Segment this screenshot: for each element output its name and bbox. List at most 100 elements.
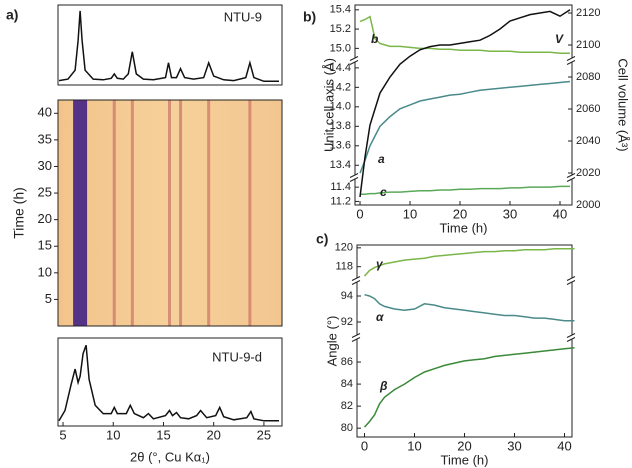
plot-frame bbox=[356, 244, 573, 438]
y-tick-label: 20 bbox=[38, 211, 52, 226]
series-label: c bbox=[380, 185, 387, 199]
series-label: V bbox=[555, 32, 564, 46]
plot-frame bbox=[57, 99, 283, 327]
y2-tick-label: 2080 bbox=[576, 71, 600, 83]
y-tick-label: 82 bbox=[341, 400, 353, 412]
axis-break-gap bbox=[568, 175, 576, 180]
heatmap-streak bbox=[130, 100, 134, 326]
y-tick-label: 15.2 bbox=[330, 23, 351, 35]
y2-tick-label: 2060 bbox=[576, 103, 600, 115]
y-tick-label: 120 bbox=[335, 242, 353, 254]
axis-break bbox=[349, 173, 359, 182]
y-tick-label: 15.0 bbox=[330, 42, 351, 54]
panel-label: a) bbox=[6, 7, 18, 23]
axis-break-gap bbox=[568, 58, 576, 63]
axis-break-gap bbox=[353, 335, 361, 340]
y-tick-label: 25 bbox=[38, 184, 52, 199]
heatmap-streak bbox=[207, 100, 211, 326]
series-line bbox=[359, 80, 571, 174]
axis-break-gap bbox=[351, 175, 359, 180]
x-axis-title: Time (h) bbox=[440, 220, 488, 235]
y-tick-label: 13.4 bbox=[330, 159, 351, 171]
pattern-line bbox=[58, 344, 279, 422]
heatmap-streak bbox=[248, 100, 252, 326]
y-tick-label: 13.6 bbox=[330, 140, 351, 152]
y-tick-label: 11.4 bbox=[330, 181, 351, 193]
series-label: a bbox=[378, 152, 385, 166]
axis-break-gap bbox=[568, 278, 576, 283]
x-tick-label: 40 bbox=[557, 438, 571, 453]
axis-break bbox=[566, 173, 576, 182]
axis-break bbox=[351, 333, 361, 342]
y-tick-label: 94 bbox=[341, 290, 353, 302]
pattern-line bbox=[58, 10, 279, 83]
plot-frame bbox=[57, 337, 283, 427]
x-tick-label: 0 bbox=[356, 206, 363, 221]
pattern-label: NTU-9 bbox=[224, 9, 262, 24]
axis-break bbox=[566, 56, 576, 65]
x-axis-title: 2θ (°, Cu Kα₁) bbox=[130, 449, 210, 464]
y-tick-label: 92 bbox=[341, 316, 353, 328]
x-tick-label: 10 bbox=[407, 438, 421, 453]
y-tick-label: 11.2 bbox=[330, 195, 351, 207]
y2-tick-label: 2000 bbox=[576, 199, 600, 211]
axis-break-gap bbox=[568, 335, 576, 340]
series-line bbox=[364, 293, 575, 322]
y-tick-label: 118 bbox=[335, 261, 353, 273]
x-tick-label: 20 bbox=[453, 206, 467, 221]
series-label: β bbox=[379, 379, 388, 393]
y-tick-label: 40 bbox=[38, 105, 52, 120]
y2-tick-label: 2120 bbox=[576, 7, 600, 19]
x-tick-label: 25 bbox=[257, 427, 271, 442]
x-tick-label: 15 bbox=[156, 427, 170, 442]
y2-tick-label: 2040 bbox=[576, 135, 600, 147]
x-tick-label: 0 bbox=[361, 438, 368, 453]
x-axis-title: Time (h) bbox=[441, 452, 489, 467]
x-tick-label: 30 bbox=[507, 438, 521, 453]
y-tick-label: 14.4 bbox=[330, 62, 351, 74]
x-tick-label: 30 bbox=[503, 206, 517, 221]
x-tick-label: 20 bbox=[457, 438, 471, 453]
axis-break-gap bbox=[353, 278, 361, 283]
series-label: b bbox=[371, 32, 378, 46]
heatmap-streak bbox=[73, 100, 88, 326]
x-tick-label: 40 bbox=[553, 206, 567, 221]
y-tick-label: 84 bbox=[341, 378, 353, 390]
axis-break bbox=[566, 276, 576, 285]
y-tick-label: 14.0 bbox=[330, 101, 351, 113]
y2-axis-title: Cell volume (Å³) bbox=[616, 58, 631, 151]
y-axis-title: Unit cell axis (Å) bbox=[321, 58, 336, 152]
axis-break bbox=[351, 276, 361, 285]
panel-label: c) bbox=[316, 231, 328, 247]
series-line bbox=[360, 185, 570, 196]
axis-break bbox=[349, 56, 359, 65]
x-tick-label: 10 bbox=[403, 206, 417, 221]
y-tick-label: 5 bbox=[45, 291, 52, 306]
heatmap-streak bbox=[167, 100, 171, 326]
y-tick-label: 80 bbox=[341, 422, 353, 434]
y-axis-title: Time (h) bbox=[11, 187, 27, 239]
y-tick-label: 10 bbox=[38, 264, 52, 279]
plot-frame bbox=[354, 4, 573, 206]
plot-frame bbox=[57, 4, 283, 86]
series-line bbox=[359, 9, 571, 198]
series-line bbox=[363, 346, 575, 428]
y-tick-label: 30 bbox=[38, 158, 52, 173]
x-tick-label: 5 bbox=[59, 427, 66, 442]
x-tick-label: 20 bbox=[206, 427, 220, 442]
y-tick-label: 86 bbox=[341, 356, 353, 368]
panel-label: b) bbox=[303, 9, 316, 25]
series-label: α bbox=[376, 310, 384, 324]
series-line bbox=[359, 15, 570, 54]
pattern-label: NTU-9-d bbox=[212, 349, 262, 364]
axis-break-gap bbox=[351, 58, 359, 63]
y2-tick-label: 2020 bbox=[576, 167, 600, 179]
heatmap-streak bbox=[179, 100, 183, 326]
axis-break bbox=[566, 333, 576, 342]
y-tick-label: 13.8 bbox=[330, 120, 351, 132]
y-axis-title: Angle (°) bbox=[324, 316, 339, 367]
y-tick-label: 15 bbox=[38, 238, 52, 253]
x-tick-label: 10 bbox=[106, 427, 120, 442]
series-line bbox=[363, 248, 575, 277]
y-tick-label: 14.2 bbox=[330, 81, 351, 93]
